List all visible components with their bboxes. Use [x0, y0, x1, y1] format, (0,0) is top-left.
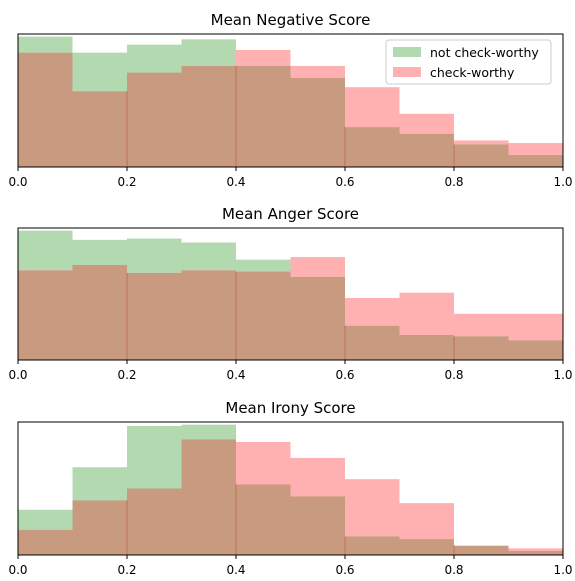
bar-overlap-5	[236, 65, 291, 167]
bar-check-worthy-6	[290, 257, 345, 277]
x-tick-label: 0.0	[8, 175, 27, 189]
bar-check-worthy-5	[236, 49, 291, 66]
bar-not-check-worthy-1	[18, 230, 73, 271]
x-tick-label: 0.6	[335, 368, 354, 382]
bar-overlap-10	[508, 551, 563, 555]
bar-not-check-worthy-3	[127, 44, 182, 73]
legend-swatch-2	[393, 67, 421, 77]
x-tick-label: 0.6	[335, 563, 354, 577]
legend-label-2: check-worthy	[430, 65, 515, 80]
bar-not-check-worthy-2	[72, 239, 127, 265]
bar-check-worthy-7	[345, 87, 400, 128]
bar-overlap-9	[454, 144, 509, 167]
bar-check-worthy-6	[290, 65, 345, 78]
bar-check-worthy-9	[454, 140, 509, 145]
x-tick-label: 0.2	[117, 175, 136, 189]
bar-overlap-1	[18, 270, 73, 360]
bar-overlap-5	[236, 484, 291, 555]
panel-2: Mean Anger Score 0.0 0.2 0.4 0.6 0.8 1.0	[8, 205, 572, 382]
legend: not check-worthy check-worthy	[385, 39, 552, 85]
bar-check-worthy-7	[345, 297, 400, 326]
legend-swatch-1	[393, 47, 421, 57]
bar-overlap-3	[127, 488, 182, 555]
bar-overlap-6	[290, 276, 345, 360]
bar-not-check-worthy-1	[18, 509, 73, 530]
bar-overlap-6	[290, 496, 345, 555]
bar-check-worthy-5	[236, 441, 291, 485]
x-tick-label: 0.8	[444, 563, 463, 577]
bar-check-worthy-10	[508, 143, 563, 156]
bar-check-worthy-6	[290, 457, 345, 497]
panel-3: Mean Irony Score 0.0 0.2 0.4 0.6 0.8 1.0	[8, 399, 572, 577]
legend-label-1: not check-worthy	[430, 45, 539, 60]
bar-not-check-worthy-4	[181, 424, 236, 440]
bar-overlap-8	[399, 133, 454, 167]
bar-overlap-10	[508, 340, 563, 360]
x-tick-label: 1.0	[553, 563, 572, 577]
x-tick-label: 0.0	[8, 368, 27, 382]
x-tick-label: 1.0	[553, 175, 572, 189]
bar-check-worthy-10	[508, 548, 563, 552]
bar-not-check-worthy-3	[127, 425, 182, 489]
x-tick-label: 0.4	[226, 175, 245, 189]
bar-check-worthy-8	[399, 503, 454, 540]
axes-frame	[17, 33, 564, 168]
x-tick-label: 0.2	[117, 563, 136, 577]
bar-overlap-9	[454, 336, 509, 360]
bar-overlap-4	[181, 65, 236, 167]
bar-overlap-4	[181, 439, 236, 555]
x-tick-label: 0.8	[444, 368, 463, 382]
bar-check-worthy-9	[454, 313, 509, 337]
bar-overlap-9	[454, 545, 509, 555]
bar-overlap-7	[345, 325, 400, 360]
x-tick-label: 0.4	[226, 368, 245, 382]
bar-overlap-3	[127, 272, 182, 360]
bar-overlap-2	[72, 91, 127, 167]
x-tick-label: 0.4	[226, 563, 245, 577]
panel-1: Mean Negative Score 0.0 0.2 0.4 0.6 0.8 1.0 not…	[8, 11, 572, 189]
bar-not-check-worthy-5	[236, 259, 291, 272]
bar-overlap-3	[127, 72, 182, 167]
bar-not-check-worthy-1	[18, 36, 73, 53]
panel-title: Mean Irony Score	[225, 399, 355, 417]
x-tick-label: 0.0	[8, 563, 27, 577]
bar-overlap-8	[399, 539, 454, 555]
bar-overlap-4	[181, 270, 236, 360]
bar-overlap-2	[72, 264, 127, 360]
bar-not-check-worthy-4	[181, 39, 236, 66]
bar-not-check-worthy-2	[72, 467, 127, 501]
bar-overlap-6	[290, 77, 345, 167]
bar-not-check-worthy-4	[181, 242, 236, 271]
axes-frame	[17, 421, 564, 556]
panel-title: Mean Anger Score	[222, 205, 359, 223]
bar-overlap-7	[345, 536, 400, 555]
bar-not-check-worthy-3	[127, 238, 182, 273]
bar-check-worthy-7	[345, 479, 400, 537]
bar-check-worthy-8	[399, 113, 454, 134]
x-tick-label: 0.2	[117, 368, 136, 382]
axes-frame	[17, 227, 564, 361]
bar-overlap-7	[345, 127, 400, 167]
x-tick-label: 1.0	[553, 368, 572, 382]
bar-overlap-1	[18, 52, 73, 168]
bar-not-check-worthy-2	[72, 52, 127, 92]
x-tick-label: 0.8	[444, 175, 463, 189]
panel-title: Mean Negative Score	[211, 11, 371, 29]
bar-overlap-5	[236, 271, 291, 360]
bar-overlap-10	[508, 155, 563, 167]
bar-check-worthy-10	[508, 313, 563, 341]
x-tick-label: 0.6	[335, 175, 354, 189]
bar-overlap-2	[72, 500, 127, 555]
bar-overlap-8	[399, 334, 454, 360]
bar-overlap-1	[18, 529, 73, 555]
legend-box	[385, 39, 552, 85]
bar-check-worthy-8	[399, 292, 454, 335]
